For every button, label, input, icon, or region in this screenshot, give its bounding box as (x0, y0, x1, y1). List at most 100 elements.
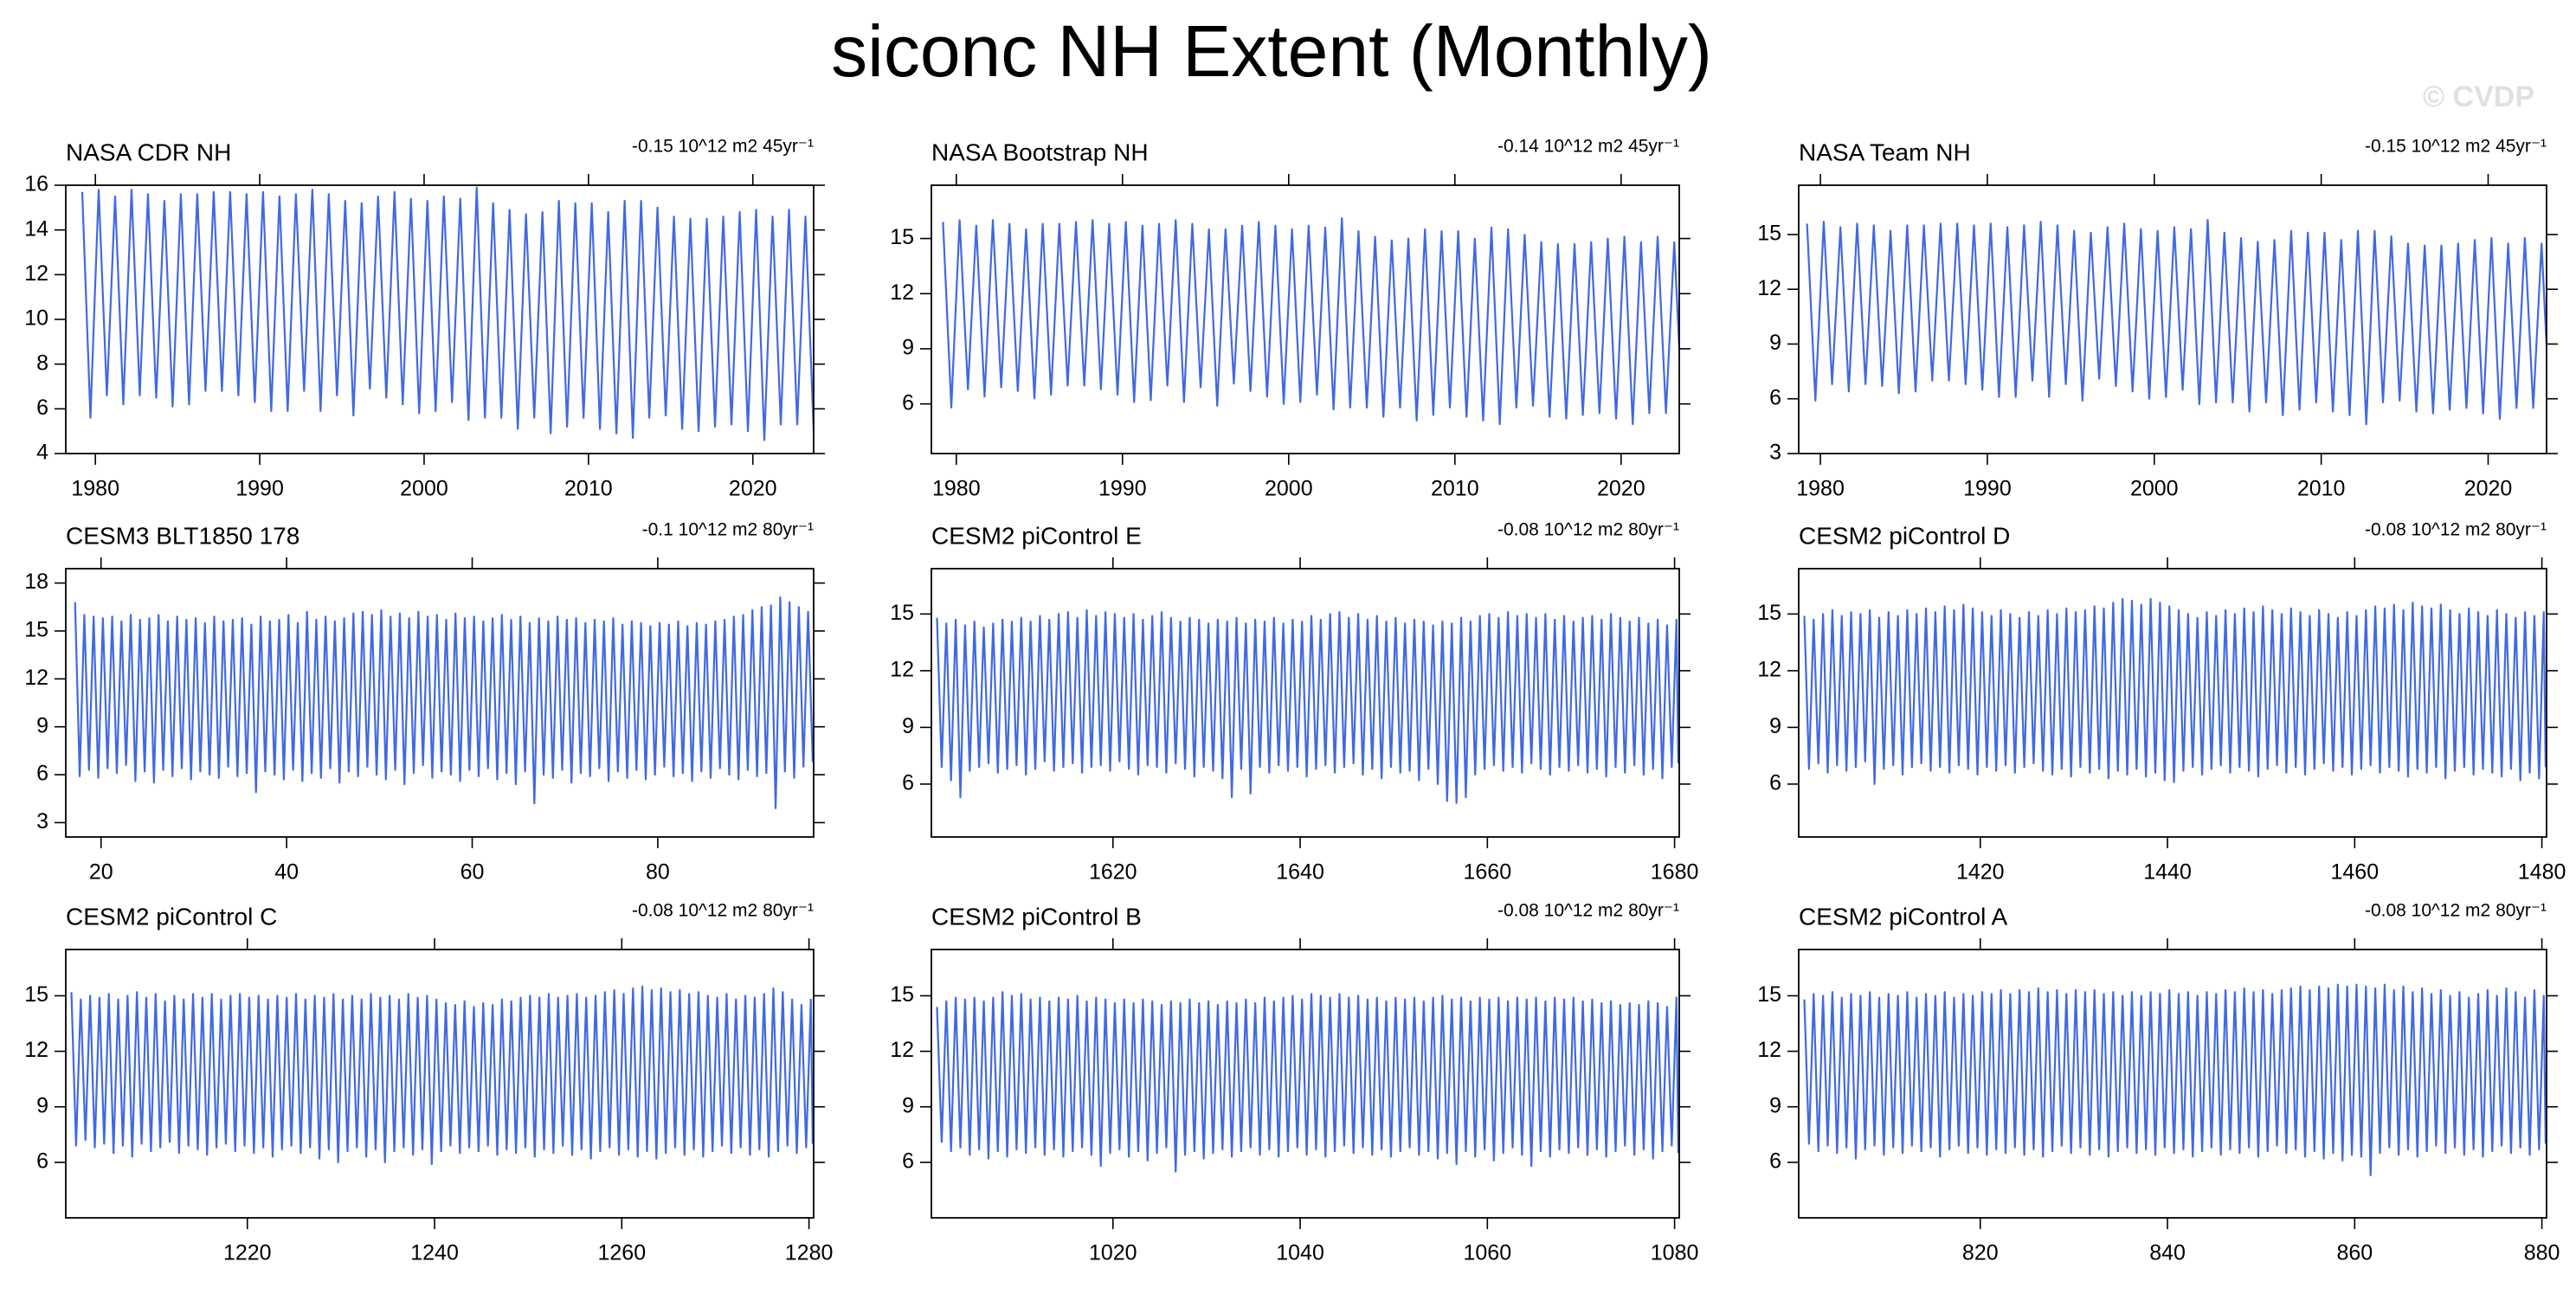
y-tick-label: 3 (36, 809, 48, 834)
y-tick-label: 12 (890, 657, 914, 681)
x-tick-label: 1980 (1796, 477, 1845, 501)
y-tick-label: 6 (36, 762, 48, 786)
panel-title: CESM2 piControl A (1799, 903, 2008, 930)
y-tick-label: 15 (1757, 982, 1781, 1007)
x-tick-label: 1060 (1464, 1241, 1512, 1265)
y-tick-label: 15 (24, 618, 48, 642)
x-tick-label: 1280 (785, 1241, 834, 1265)
x-tick-label: 1420 (1956, 860, 2005, 885)
plot-frame (1798, 568, 2547, 838)
x-tick-label: 20 (89, 860, 113, 885)
x-tick-label: 1440 (2143, 860, 2192, 885)
plot-frame (931, 184, 1680, 454)
x-tick-label: 2000 (400, 477, 448, 501)
y-tick-label: 12 (24, 261, 48, 286)
data-line (1803, 983, 2547, 1176)
x-tick-label: 2020 (729, 477, 777, 501)
y-tick-label: 4 (36, 441, 48, 465)
data-line (936, 991, 1679, 1173)
x-tick-label: 2000 (2130, 477, 2179, 501)
trend-annotation: -0.1 10^12 m2 80yr⁻¹ (642, 520, 814, 540)
trend-annotation: -0.15 10^12 m2 45yr⁻¹ (2365, 137, 2547, 157)
y-tick-label: 6 (36, 1149, 48, 1173)
y-tick-label: 15 (1757, 601, 1781, 625)
panel-title: CESM2 piControl E (931, 522, 1142, 549)
panel: CESM2 piControl E -0.08 10^12 m2 80yr⁻¹ 6 9… (890, 520, 1698, 885)
y-tick-label: 8 (36, 351, 48, 375)
y-tick-label: 6 (1769, 770, 1781, 795)
plot-frame (1798, 184, 2547, 454)
x-tick-label: 1240 (410, 1241, 459, 1265)
panel: NASA Team NH -0.15 10^12 m2 45yr⁻¹ 3 6 9 12 15… (1757, 137, 2558, 501)
x-tick-label: 2020 (2464, 477, 2513, 501)
panel-title: CESM2 piControl C (66, 903, 277, 930)
panel: CESM2 piControl C -0.08 10^12 m2 80yr⁻¹ 6 9… (24, 901, 833, 1265)
panel-title: CESM2 piControl B (931, 903, 1142, 930)
panel-title: NASA Bootstrap NH (931, 138, 1149, 165)
watermark: © CVDP (2423, 80, 2534, 113)
trend-annotation: -0.08 10^12 m2 80yr⁻¹ (2365, 520, 2547, 540)
y-tick-label: 6 (1769, 1149, 1781, 1173)
y-tick-label: 12 (1757, 276, 1781, 300)
y-tick-label: 10 (24, 306, 48, 331)
x-tick-label: 1080 (1651, 1241, 1699, 1265)
panel: NASA CDR NH -0.15 10^12 m2 45yr⁻¹ 4 6 8 10 12 1… (24, 137, 825, 501)
x-tick-label: 860 (2336, 1241, 2373, 1265)
x-tick-label: 1260 (598, 1241, 647, 1265)
y-tick-label: 9 (36, 713, 48, 737)
data-line (942, 217, 1679, 426)
y-tick-label: 6 (902, 390, 914, 415)
x-tick-label: 40 (274, 860, 299, 885)
y-tick-label: 9 (1769, 714, 1781, 738)
data-line (70, 985, 814, 1166)
y-tick-label: 12 (24, 1038, 48, 1062)
trend-annotation: -0.15 10^12 m2 45yr⁻¹ (632, 137, 814, 157)
x-tick-label: 2010 (1431, 477, 1479, 501)
x-tick-label: 1660 (1464, 860, 1512, 885)
x-tick-label: 1220 (223, 1241, 272, 1265)
x-tick-label: 1620 (1089, 860, 1137, 885)
y-tick-label: 6 (902, 770, 914, 795)
x-tick-label: 80 (646, 860, 670, 885)
y-tick-label: 12 (890, 280, 914, 305)
figure-title: siconc NH Extent (Monthly) (831, 10, 1712, 92)
x-tick-label: 1680 (1651, 860, 1699, 885)
panel-title: NASA CDR NH (66, 138, 231, 165)
y-tick-label: 9 (902, 1093, 914, 1117)
y-tick-label: 9 (1769, 1093, 1781, 1117)
x-tick-label: 2010 (2297, 477, 2346, 501)
y-tick-label: 12 (890, 1038, 914, 1062)
panel: CESM3 BLT1850 178 -0.1 10^12 m2 80yr⁻¹ 3 6 9… (24, 520, 825, 885)
panel: CESM2 piControl D -0.08 10^12 m2 80yr⁻¹ 6 9… (1757, 520, 2566, 885)
y-tick-label: 18 (24, 570, 48, 594)
panel-title: CESM2 piControl D (1799, 522, 2010, 549)
plot-frame (65, 949, 815, 1219)
x-tick-label: 880 (2524, 1241, 2560, 1265)
x-tick-label: 1990 (1098, 477, 1147, 501)
y-tick-label: 6 (1769, 385, 1781, 409)
y-tick-label: 6 (902, 1149, 914, 1173)
plot-frame (65, 568, 815, 838)
trend-annotation: -0.08 10^12 m2 80yr⁻¹ (2365, 901, 2547, 921)
x-tick-label: 1980 (71, 477, 119, 501)
data-line (1806, 218, 2547, 426)
y-tick-label: 16 (24, 172, 48, 196)
x-tick-label: 840 (2149, 1241, 2186, 1265)
plot-frame (1798, 949, 2547, 1219)
x-tick-label: 1640 (1276, 860, 1324, 885)
data-line (74, 596, 814, 809)
x-tick-label: 2010 (564, 477, 613, 501)
x-tick-label: 2020 (1597, 477, 1645, 501)
x-tick-label: 1460 (2331, 860, 2380, 885)
panel: CESM2 piControl B -0.08 10^12 m2 80yr⁻¹ 6 9… (890, 901, 1698, 1265)
y-tick-label: 12 (24, 666, 48, 690)
data-line (80, 186, 814, 441)
panel: NASA Bootstrap NH -0.14 10^12 m2 45yr⁻¹ 6 9… (890, 137, 1690, 501)
y-tick-label: 3 (1769, 441, 1781, 465)
x-tick-label: 1040 (1276, 1241, 1324, 1265)
plot-frame (931, 568, 1680, 838)
trend-annotation: -0.08 10^12 m2 80yr⁻¹ (1497, 520, 1679, 540)
y-tick-label: 15 (890, 982, 914, 1007)
y-tick-label: 12 (1757, 1038, 1781, 1062)
